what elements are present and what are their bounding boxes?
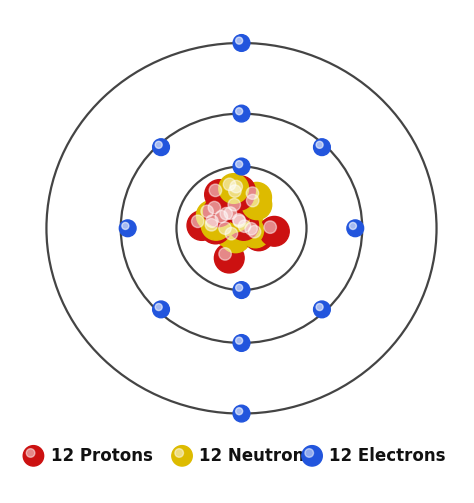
Circle shape — [316, 141, 323, 148]
Circle shape — [246, 194, 259, 207]
Circle shape — [175, 449, 183, 457]
Circle shape — [201, 205, 213, 218]
Circle shape — [242, 190, 272, 220]
Circle shape — [302, 446, 322, 466]
Circle shape — [347, 220, 364, 236]
Circle shape — [187, 211, 217, 240]
Circle shape — [234, 215, 264, 245]
Circle shape — [220, 202, 249, 232]
Circle shape — [23, 446, 44, 466]
Circle shape — [236, 284, 243, 291]
Circle shape — [204, 197, 233, 227]
Circle shape — [238, 220, 251, 232]
Circle shape — [220, 207, 232, 220]
Circle shape — [236, 37, 243, 44]
Circle shape — [230, 181, 243, 193]
Circle shape — [244, 221, 273, 250]
Circle shape — [119, 220, 136, 236]
Circle shape — [233, 405, 250, 422]
Circle shape — [233, 215, 246, 227]
Circle shape — [233, 105, 250, 122]
Circle shape — [223, 178, 236, 191]
Circle shape — [233, 214, 245, 226]
Circle shape — [122, 222, 129, 229]
Circle shape — [219, 174, 248, 203]
Circle shape — [236, 160, 243, 167]
Circle shape — [349, 222, 356, 229]
Circle shape — [26, 449, 35, 457]
Circle shape — [233, 35, 250, 51]
Circle shape — [216, 203, 245, 233]
Circle shape — [240, 218, 270, 248]
Circle shape — [224, 181, 254, 210]
Circle shape — [191, 215, 204, 227]
Circle shape — [226, 176, 255, 206]
Circle shape — [153, 139, 169, 155]
Circle shape — [214, 217, 244, 247]
Text: 12 Electrons: 12 Electrons — [329, 447, 446, 465]
Circle shape — [155, 141, 162, 148]
Text: 12 Protons: 12 Protons — [51, 447, 153, 465]
Text: 12 Neutrons: 12 Neutrons — [199, 447, 314, 465]
Circle shape — [248, 225, 261, 238]
Circle shape — [236, 408, 243, 415]
Circle shape — [316, 303, 323, 310]
Circle shape — [214, 243, 244, 273]
Circle shape — [228, 209, 258, 239]
Circle shape — [229, 211, 258, 240]
Circle shape — [211, 206, 240, 235]
Circle shape — [224, 207, 237, 219]
Circle shape — [155, 303, 162, 310]
Circle shape — [259, 216, 289, 246]
Circle shape — [172, 446, 192, 466]
Circle shape — [233, 158, 250, 175]
Circle shape — [219, 222, 231, 234]
Circle shape — [242, 183, 272, 212]
Circle shape — [201, 214, 230, 244]
Circle shape — [205, 219, 218, 231]
Circle shape — [236, 337, 243, 344]
Circle shape — [215, 210, 228, 223]
Circle shape — [228, 185, 241, 197]
Circle shape — [264, 221, 276, 233]
Circle shape — [208, 201, 220, 214]
Circle shape — [219, 247, 231, 260]
Circle shape — [305, 449, 313, 457]
Circle shape — [245, 222, 257, 235]
Circle shape — [205, 180, 235, 209]
Circle shape — [233, 282, 250, 298]
Circle shape — [314, 139, 330, 155]
Circle shape — [236, 108, 243, 115]
Circle shape — [228, 199, 240, 211]
Circle shape — [221, 223, 250, 253]
Circle shape — [196, 201, 226, 230]
Circle shape — [209, 184, 222, 197]
Circle shape — [225, 227, 237, 240]
Circle shape — [224, 194, 253, 224]
Circle shape — [314, 301, 330, 318]
Circle shape — [201, 210, 231, 240]
Circle shape — [233, 334, 250, 352]
Circle shape — [153, 301, 169, 318]
Circle shape — [246, 187, 259, 199]
Circle shape — [206, 215, 218, 227]
